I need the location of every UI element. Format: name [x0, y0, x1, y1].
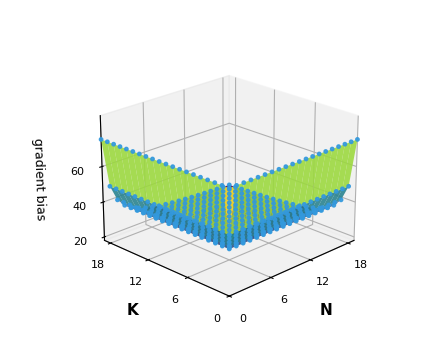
Y-axis label: K: K — [126, 303, 138, 318]
X-axis label: N: N — [320, 303, 333, 318]
